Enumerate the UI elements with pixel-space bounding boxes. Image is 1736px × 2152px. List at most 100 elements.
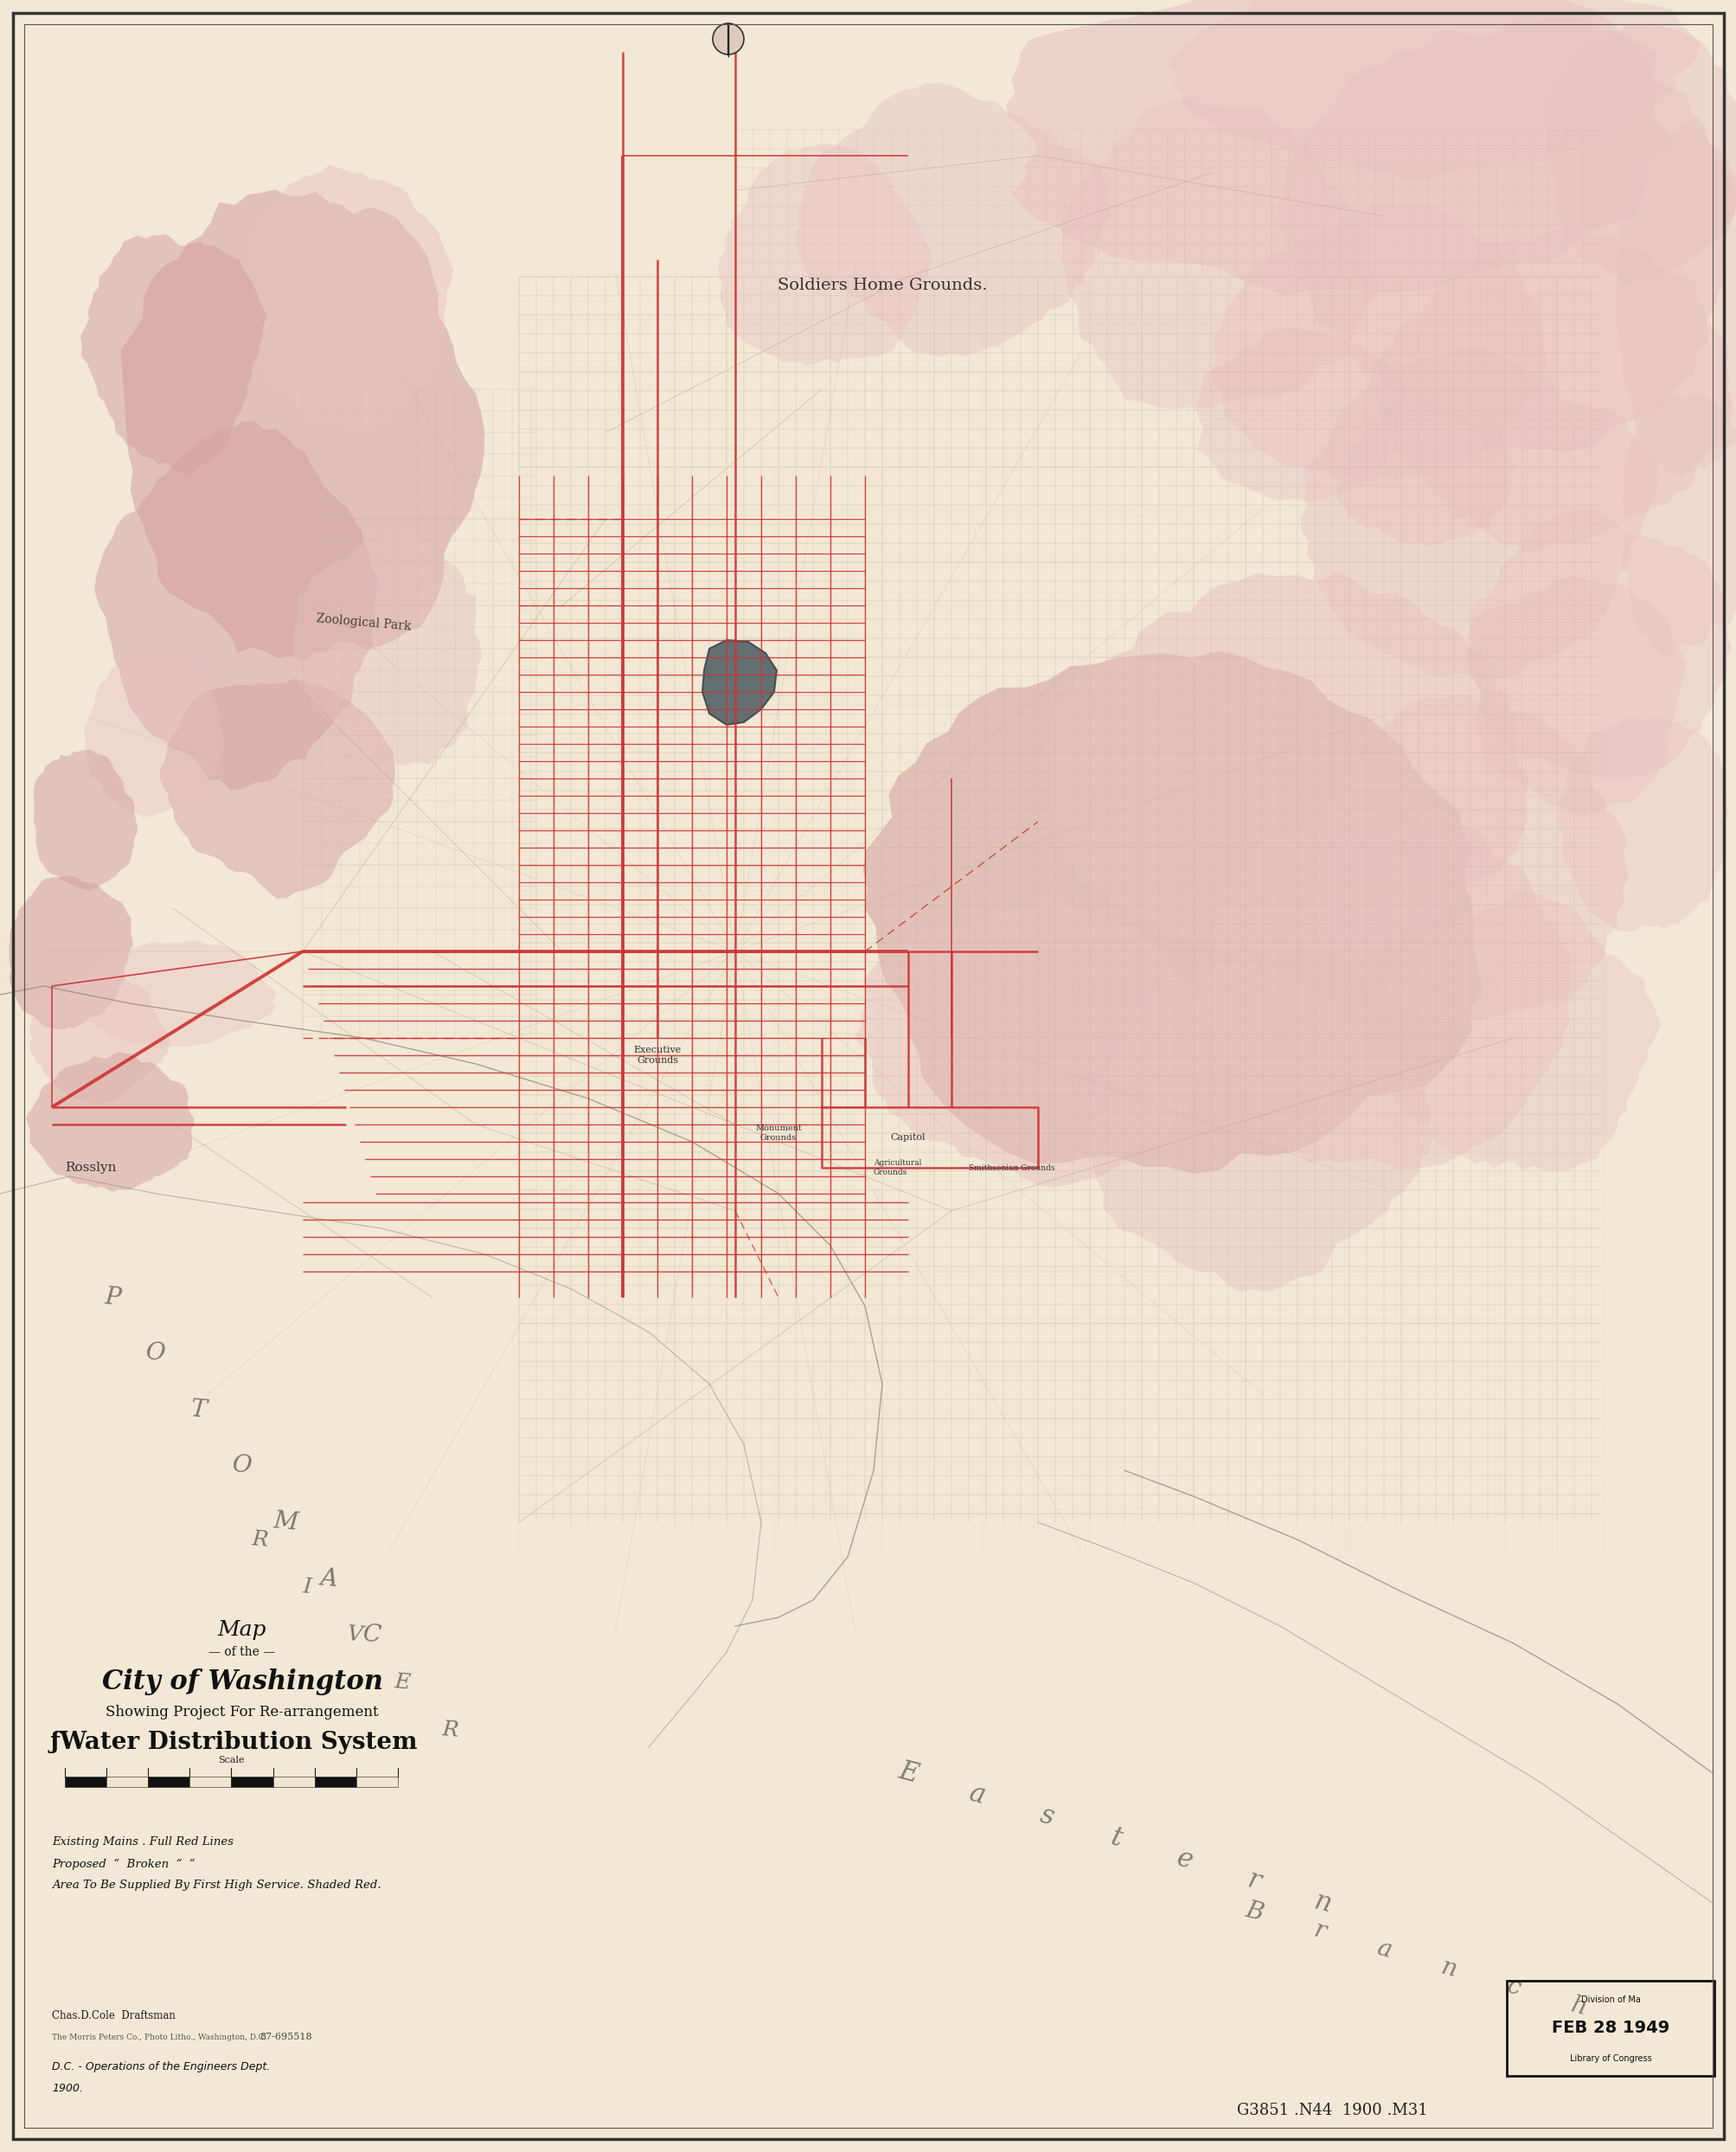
Bar bbox=[674, 514, 722, 557]
Bar bbox=[1245, 943, 1293, 986]
Bar bbox=[830, 467, 877, 510]
Bar bbox=[519, 656, 566, 702]
Bar bbox=[1401, 1276, 1448, 1319]
Bar bbox=[1555, 1085, 1604, 1130]
Bar bbox=[519, 753, 566, 796]
Bar bbox=[1297, 895, 1344, 938]
Bar bbox=[934, 467, 981, 510]
Bar bbox=[1297, 1371, 1344, 1414]
Bar bbox=[1245, 420, 1293, 463]
Bar bbox=[830, 1418, 877, 1461]
Polygon shape bbox=[68, 940, 276, 1048]
Text: Executive
Grounds: Executive Grounds bbox=[634, 1046, 681, 1065]
Bar bbox=[623, 372, 670, 415]
Bar bbox=[934, 1229, 981, 1272]
Bar bbox=[1193, 1418, 1241, 1461]
Bar bbox=[571, 1181, 618, 1224]
Bar bbox=[830, 1229, 877, 1272]
Polygon shape bbox=[1467, 575, 1686, 816]
Bar bbox=[1088, 562, 1137, 605]
Bar bbox=[1038, 801, 1085, 844]
Bar bbox=[1193, 1466, 1241, 1509]
Bar bbox=[1245, 1513, 1293, 1556]
Bar bbox=[778, 943, 826, 986]
Text: — of the —: — of the — bbox=[208, 1646, 276, 1657]
Bar bbox=[830, 1085, 877, 1130]
Bar bbox=[398, 519, 441, 557]
Bar bbox=[1505, 562, 1552, 605]
Bar bbox=[778, 656, 826, 702]
Bar bbox=[519, 514, 566, 557]
Bar bbox=[986, 1276, 1033, 1319]
Bar bbox=[830, 943, 877, 986]
Bar bbox=[444, 822, 488, 861]
Bar bbox=[1349, 514, 1396, 557]
Bar bbox=[778, 1276, 826, 1319]
Bar bbox=[1245, 1181, 1293, 1224]
Bar bbox=[986, 1229, 1033, 1272]
Bar bbox=[1555, 1181, 1604, 1224]
Bar bbox=[148, 1778, 189, 1786]
Bar bbox=[830, 372, 877, 415]
Bar bbox=[1555, 1371, 1604, 1414]
Bar bbox=[1245, 467, 1293, 510]
Bar bbox=[674, 1181, 722, 1224]
Text: Library of Congress: Library of Congress bbox=[1569, 2055, 1651, 2064]
Bar bbox=[726, 943, 774, 986]
Text: T: T bbox=[189, 1397, 208, 1422]
Bar bbox=[986, 1134, 1033, 1177]
Bar bbox=[571, 895, 618, 938]
Bar bbox=[351, 693, 394, 732]
Bar bbox=[934, 706, 981, 749]
Bar bbox=[934, 990, 981, 1033]
Bar bbox=[830, 706, 877, 749]
Bar bbox=[1297, 1276, 1344, 1319]
Bar bbox=[778, 706, 826, 749]
Bar bbox=[444, 693, 488, 732]
Bar bbox=[726, 1037, 774, 1080]
Bar bbox=[934, 609, 981, 652]
Bar bbox=[1038, 278, 1085, 321]
Bar bbox=[674, 848, 722, 891]
Bar bbox=[351, 951, 394, 990]
Bar bbox=[493, 648, 536, 689]
Bar bbox=[1555, 562, 1604, 605]
Bar bbox=[1088, 514, 1137, 557]
Bar bbox=[882, 706, 929, 749]
Bar bbox=[882, 562, 929, 605]
Bar bbox=[1141, 990, 1189, 1033]
Bar bbox=[1038, 895, 1085, 938]
Polygon shape bbox=[1555, 717, 1727, 932]
Bar bbox=[778, 467, 826, 510]
Bar bbox=[444, 779, 488, 818]
Bar bbox=[1349, 1134, 1396, 1177]
Bar bbox=[1555, 1037, 1604, 1080]
Bar bbox=[1245, 753, 1293, 796]
Bar bbox=[1349, 1323, 1396, 1367]
Bar bbox=[1193, 848, 1241, 891]
Bar bbox=[986, 1323, 1033, 1367]
Bar bbox=[571, 1134, 618, 1177]
Bar bbox=[1349, 1371, 1396, 1414]
Bar bbox=[623, 656, 670, 702]
Bar bbox=[1453, 753, 1500, 796]
Bar bbox=[623, 467, 670, 510]
Bar bbox=[1088, 753, 1137, 796]
Bar bbox=[1555, 1323, 1604, 1367]
Bar bbox=[726, 1513, 774, 1556]
Bar bbox=[1245, 278, 1293, 321]
Polygon shape bbox=[94, 420, 377, 790]
Bar bbox=[1349, 656, 1396, 702]
Bar bbox=[1505, 1513, 1552, 1556]
Text: h: h bbox=[1568, 1993, 1588, 2021]
Bar bbox=[1038, 514, 1085, 557]
Text: The Morris Peters Co., Photo Litho., Washington, D.C.: The Morris Peters Co., Photo Litho., Was… bbox=[52, 2034, 266, 2040]
Bar bbox=[986, 943, 1033, 986]
Bar bbox=[1193, 420, 1241, 463]
Bar bbox=[1038, 1134, 1085, 1177]
Bar bbox=[882, 1513, 929, 1556]
Bar bbox=[1245, 1323, 1293, 1367]
Bar bbox=[519, 562, 566, 605]
Bar bbox=[1088, 1466, 1137, 1509]
Bar bbox=[1453, 467, 1500, 510]
